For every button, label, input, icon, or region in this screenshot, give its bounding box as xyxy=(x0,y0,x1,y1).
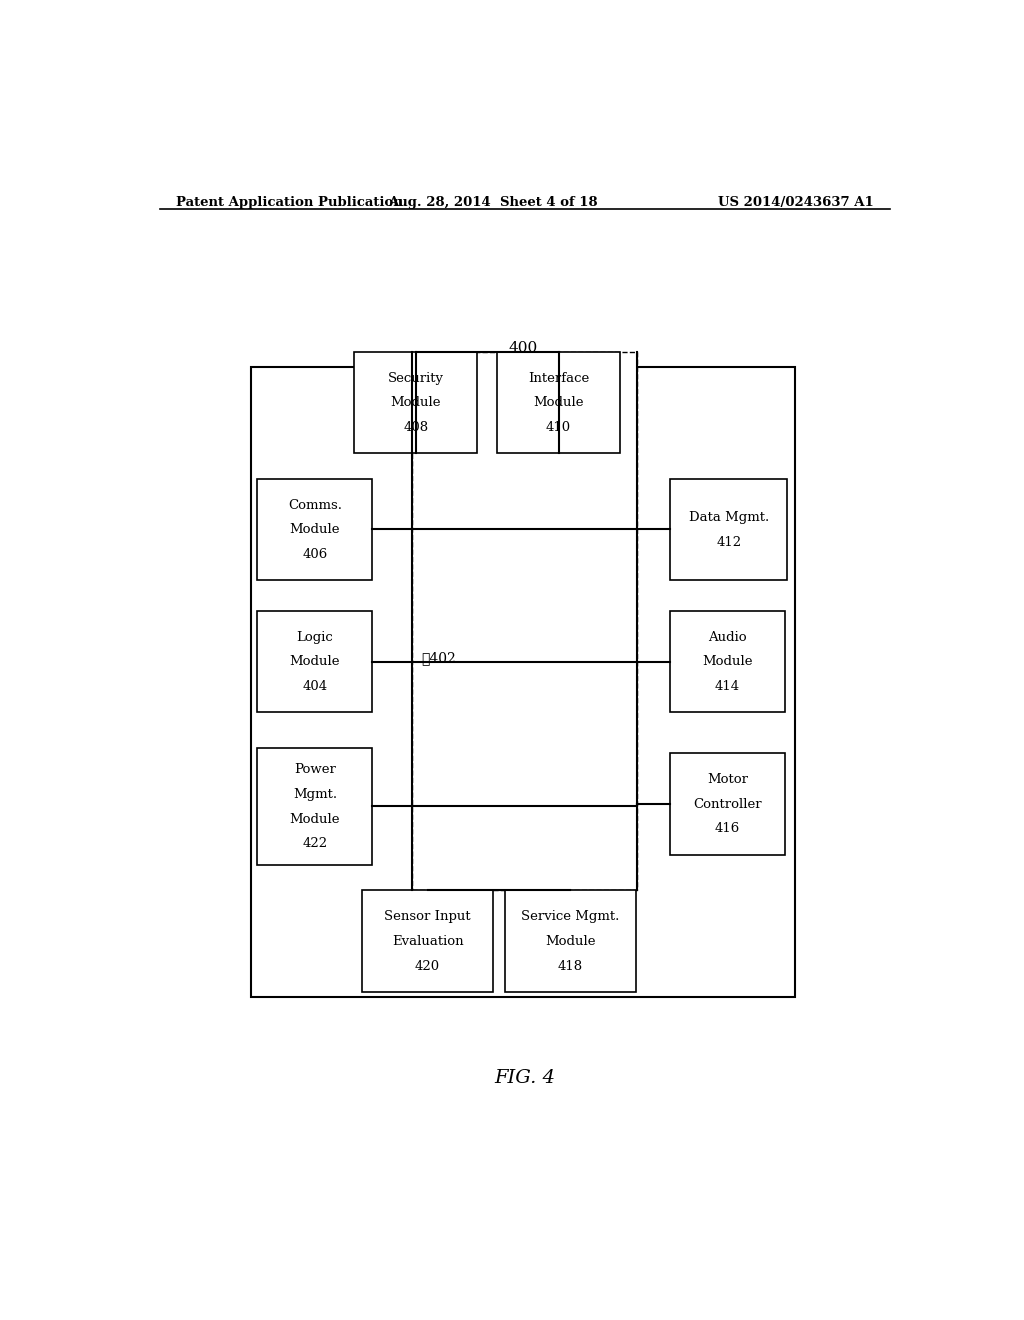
Text: ⮤402: ⮤402 xyxy=(422,652,457,665)
FancyBboxPatch shape xyxy=(670,752,785,854)
Text: 422: 422 xyxy=(302,837,328,850)
Text: 416: 416 xyxy=(715,822,740,836)
FancyBboxPatch shape xyxy=(412,351,637,890)
Text: Module: Module xyxy=(390,396,441,409)
Text: Module: Module xyxy=(290,523,340,536)
Text: Motor: Motor xyxy=(707,774,749,787)
FancyBboxPatch shape xyxy=(257,479,373,581)
Text: 408: 408 xyxy=(403,421,428,434)
Text: Controller: Controller xyxy=(693,797,762,810)
Text: Comms.: Comms. xyxy=(288,499,342,512)
Text: US 2014/0243637 A1: US 2014/0243637 A1 xyxy=(718,195,873,209)
FancyBboxPatch shape xyxy=(497,351,620,453)
Text: Data Mgmt.: Data Mgmt. xyxy=(688,511,769,524)
Text: 400: 400 xyxy=(508,342,538,355)
Text: 420: 420 xyxy=(415,960,440,973)
Text: Service Mgmt.: Service Mgmt. xyxy=(521,911,620,923)
FancyBboxPatch shape xyxy=(354,351,477,453)
Text: Module: Module xyxy=(702,656,753,668)
Text: Logic: Logic xyxy=(297,631,333,644)
Text: Evaluation: Evaluation xyxy=(392,935,464,948)
FancyBboxPatch shape xyxy=(257,611,373,713)
Text: Security: Security xyxy=(388,372,443,384)
FancyBboxPatch shape xyxy=(505,890,636,991)
Text: 418: 418 xyxy=(558,960,583,973)
Text: Sensor Input: Sensor Input xyxy=(384,911,471,923)
Text: Power: Power xyxy=(294,763,336,776)
Text: Module: Module xyxy=(290,656,340,668)
Text: Mgmt.: Mgmt. xyxy=(293,788,337,801)
Text: 414: 414 xyxy=(715,680,740,693)
Text: Module: Module xyxy=(290,813,340,826)
FancyBboxPatch shape xyxy=(362,890,494,991)
Text: 412: 412 xyxy=(716,536,741,549)
Text: Module: Module xyxy=(534,396,584,409)
Text: 404: 404 xyxy=(302,680,328,693)
Text: FIG. 4: FIG. 4 xyxy=(495,1069,555,1088)
FancyBboxPatch shape xyxy=(670,611,785,713)
Text: Patent Application Publication: Patent Application Publication xyxy=(176,195,402,209)
Text: Interface: Interface xyxy=(528,372,589,384)
Text: Aug. 28, 2014  Sheet 4 of 18: Aug. 28, 2014 Sheet 4 of 18 xyxy=(388,195,598,209)
FancyBboxPatch shape xyxy=(670,479,787,581)
Text: Module: Module xyxy=(545,935,596,948)
Text: Audio: Audio xyxy=(709,631,746,644)
FancyBboxPatch shape xyxy=(251,367,795,997)
FancyBboxPatch shape xyxy=(257,748,373,865)
Text: 410: 410 xyxy=(546,421,571,434)
Text: 406: 406 xyxy=(302,548,328,561)
